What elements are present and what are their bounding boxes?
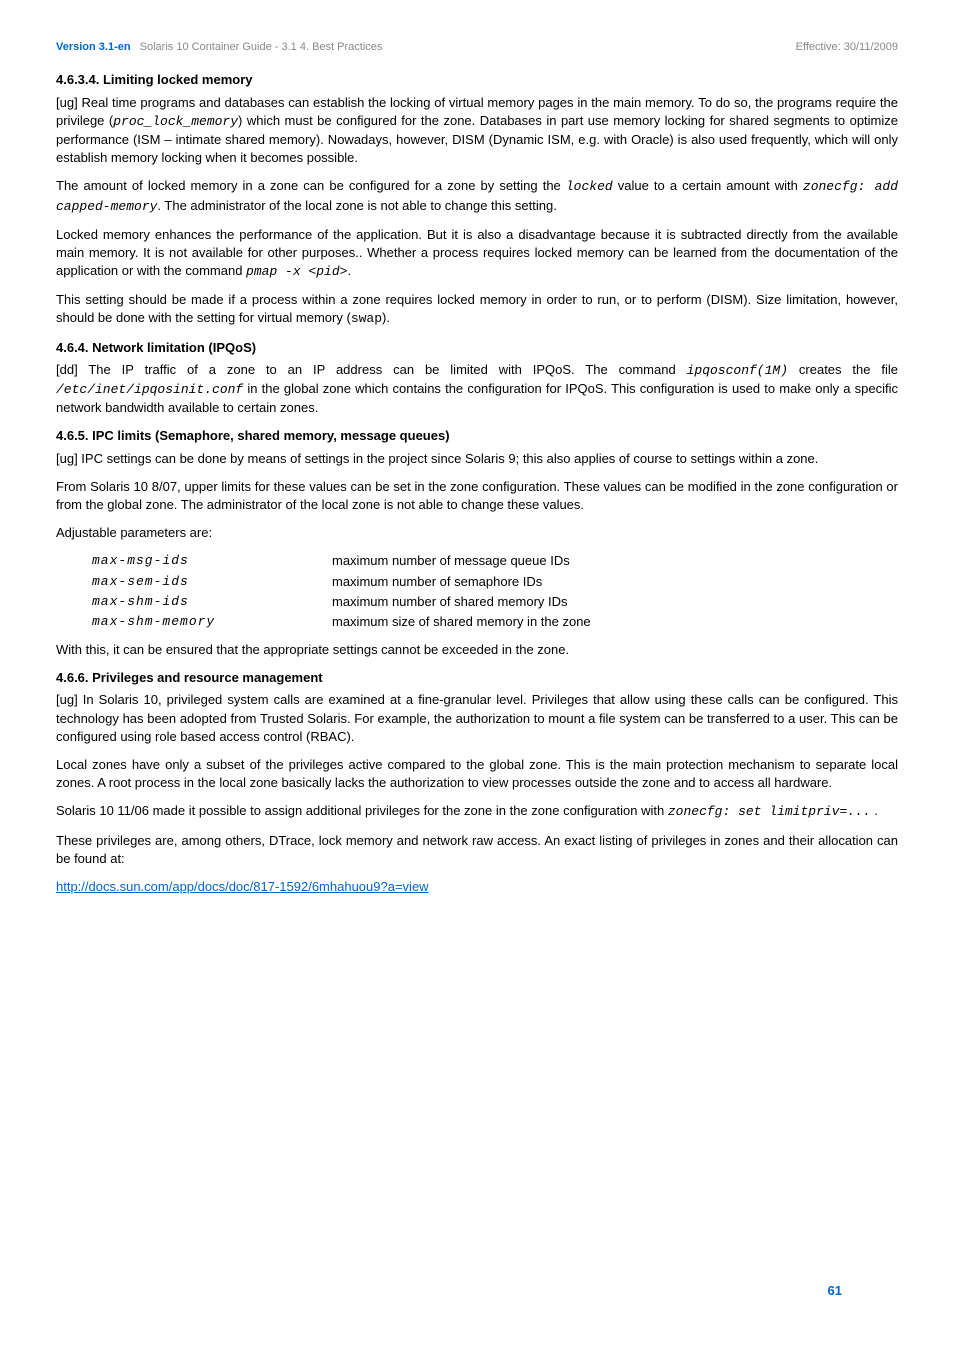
parameter-list: max-msg-idsmaximum number of message que… (56, 552, 898, 631)
parameter-row: max-shm-idsmaximum number of shared memo… (92, 593, 898, 611)
code-inline: zonecfg: set limitpriv=... (668, 804, 871, 819)
code-inline: /etc/inet/ipqosinit.conf (56, 382, 243, 397)
code-inline: pmap -x <pid> (246, 264, 347, 279)
parameter-description: maximum size of shared memory in the zon… (332, 613, 898, 631)
section-title-ipc-limits: 4.6.5. IPC limits (Semaphore, shared mem… (56, 427, 898, 445)
parameter-row: max-msg-idsmaximum number of message que… (92, 552, 898, 570)
paragraph: This setting should be made if a process… (56, 291, 898, 328)
code-inline: locked (566, 179, 613, 194)
text: Solaris 10 11/06 made it possible to ass… (56, 803, 668, 818)
text: ). (382, 310, 390, 325)
paragraph: Adjustable parameters are: (56, 524, 898, 542)
page-header: Version 3.1-en Solaris 10 Container Guid… (56, 40, 898, 55)
parameter-name: max-shm-ids (92, 593, 332, 611)
parameter-name: max-msg-ids (92, 552, 332, 570)
section-title-privileges: 4.6.6. Privileges and resource managemen… (56, 669, 898, 687)
text: . (347, 263, 351, 278)
parameter-name: max-shm-memory (92, 613, 332, 631)
header-effective: Effective: 30/11/2009 (796, 40, 898, 55)
paragraph: The amount of locked memory in a zone ca… (56, 177, 898, 215)
paragraph: Locked memory enhances the performance o… (56, 226, 898, 282)
paragraph: With this, it can be ensured that the ap… (56, 641, 898, 659)
paragraph: [ug] IPC settings can be done by means o… (56, 450, 898, 468)
parameter-description: maximum number of message queue IDs (332, 552, 898, 570)
code-inline: ipqosconf(1M) (687, 363, 788, 378)
docs-link[interactable]: http://docs.sun.com/app/docs/doc/817-159… (56, 879, 429, 894)
paragraph: These privileges are, among others, DTra… (56, 832, 898, 868)
paragraph: [ug] Real time programs and databases ca… (56, 94, 898, 168)
text: . (871, 803, 878, 818)
text: creates the file (788, 362, 898, 377)
section-title-network-limitation: 4.6.4. Network limitation (IPQoS) (56, 339, 898, 357)
header-left: Version 3.1-en Solaris 10 Container Guid… (56, 40, 382, 55)
text: value to a certain amount with (613, 178, 803, 193)
text: The amount of locked memory in a zone ca… (56, 178, 566, 193)
text: . The administrator of the local zone is… (157, 198, 556, 213)
paragraph: Solaris 10 11/06 made it possible to ass… (56, 802, 898, 821)
code-inline: swap (351, 311, 382, 326)
text: [dd] The IP traffic of a zone to an IP a… (56, 362, 687, 377)
text: This setting should be made if a process… (56, 292, 898, 325)
parameter-name: max-sem-ids (92, 573, 332, 591)
link-paragraph: http://docs.sun.com/app/docs/doc/817-159… (56, 878, 898, 896)
parameter-row: max-sem-idsmaximum number of semaphore I… (92, 573, 898, 591)
section-title-limiting-locked-memory: 4.6.3.4. Limiting locked memory (56, 71, 898, 89)
paragraph: From Solaris 10 8/07, upper limits for t… (56, 478, 898, 514)
header-subtitle: Solaris 10 Container Guide - 3.1 4. Best… (140, 41, 383, 53)
text: Locked memory enhances the performance o… (56, 227, 898, 278)
parameter-description: maximum number of shared memory IDs (332, 593, 898, 611)
paragraph: [dd] The IP traffic of a zone to an IP a… (56, 361, 898, 418)
version-label: Version 3.1-en (56, 41, 131, 53)
parameter-description: maximum number of semaphore IDs (332, 573, 898, 591)
paragraph: [ug] In Solaris 10, privileged system ca… (56, 691, 898, 746)
parameter-row: max-shm-memorymaximum size of shared mem… (92, 613, 898, 631)
code-inline: proc_lock_memory (113, 114, 238, 129)
page-number: 61 (828, 1282, 842, 1300)
paragraph: Local zones have only a subset of the pr… (56, 756, 898, 792)
